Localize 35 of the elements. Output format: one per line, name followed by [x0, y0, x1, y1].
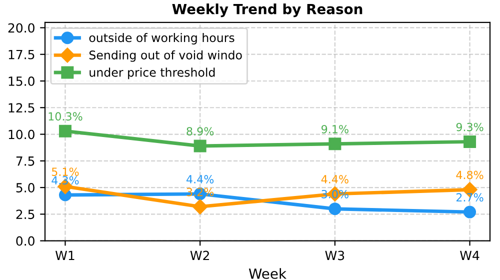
y-tick-label: 17.5 [8, 50, 34, 60]
point [192, 199, 208, 214]
data-label: 4.4% [321, 175, 348, 184]
point [328, 138, 342, 150]
point [194, 140, 206, 152]
data-label: 3.0% [322, 190, 348, 198]
x-tick-label: W2 [190, 250, 209, 260]
y-tick-label: 5.0 [16, 183, 34, 192]
point [328, 202, 342, 216]
point [464, 135, 476, 148]
legend-label: under price threshold [90, 68, 215, 80]
y-tick-label: 10.0 [8, 130, 34, 140]
y-tick-label: 2.5 [16, 210, 34, 220]
data-label: 4.8% [456, 170, 484, 180]
y-tick-label: 20.0 [8, 23, 34, 33]
x-tick-label: W1 [55, 250, 74, 260]
y-tick-label: 0.0 [16, 236, 34, 246]
data-label: 8.9% [186, 127, 214, 136]
data-label: 9.1% [322, 124, 348, 134]
y-tick-label: 12.5 [8, 103, 34, 113]
data-label: 2.7% [456, 193, 484, 202]
y-tick-label: 7.5 [16, 156, 34, 166]
legend-label: Sending out of void windo [89, 50, 242, 62]
data-label: 10.3% [48, 112, 82, 121]
y-tick-label: 15.0 [8, 76, 34, 86]
data-label: 4.4% [186, 175, 214, 184]
point [58, 124, 72, 138]
point [464, 206, 476, 218]
legend-label: outside of working hours [89, 33, 234, 44]
data-label: 5.1% [52, 168, 79, 176]
x-tick-label: W3 [325, 250, 344, 260]
x-axis-title: Week [248, 268, 286, 279]
chart-title: Weekly Trend by Reason [172, 4, 362, 18]
data-label: 9.3% [456, 122, 484, 132]
x-tick-label: W4 [460, 250, 480, 260]
